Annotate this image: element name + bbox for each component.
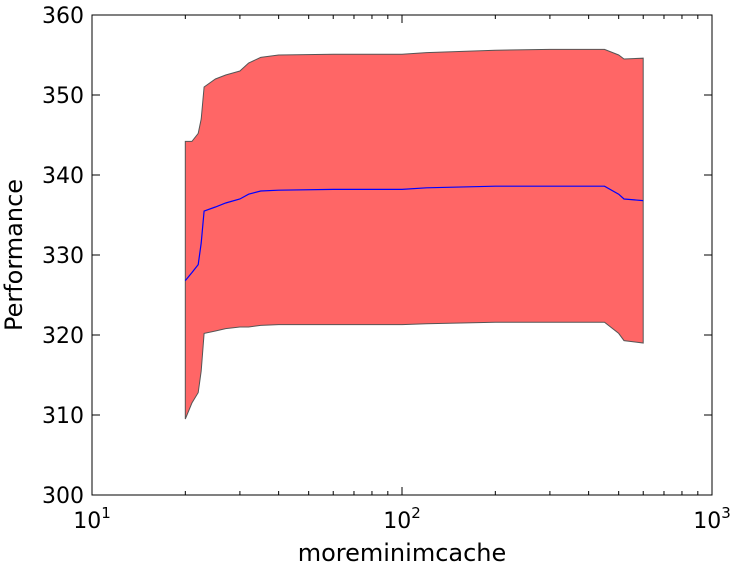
mean-line <box>184 185 644 281</box>
x-tick-label: 102 <box>383 504 421 534</box>
y-tick-label: 300 <box>42 484 84 509</box>
x-tick-label: 101 <box>73 504 111 534</box>
y-tick-label: 350 <box>42 84 84 109</box>
x-tick-label: 103 <box>693 504 731 534</box>
y-tick-label: 360 <box>42 4 84 29</box>
y-tick-label: 320 <box>42 324 84 349</box>
y-tick-label: 310 <box>42 404 84 429</box>
y-tick-label: 340 <box>42 164 84 189</box>
confidence-band <box>184 48 644 420</box>
y-axis-label: Performance <box>0 179 28 331</box>
x-axis-label: moreminimcache <box>298 539 507 567</box>
y-tick-label: 330 <box>42 244 84 269</box>
